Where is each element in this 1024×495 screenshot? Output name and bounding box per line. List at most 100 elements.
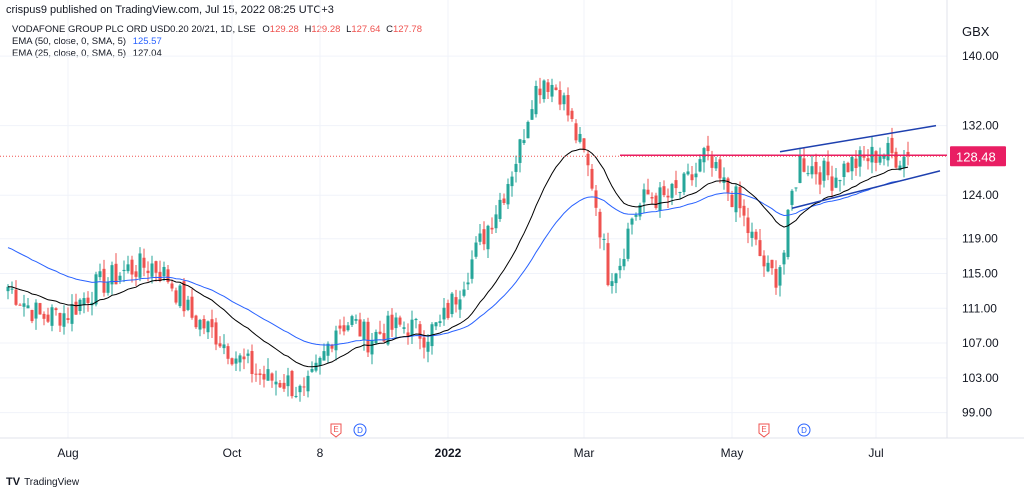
- candle-body: [882, 155, 886, 159]
- candle-body: [782, 252, 786, 265]
- candle-body: [62, 313, 66, 327]
- candle: [102, 259, 106, 297]
- candle-body: [146, 270, 150, 273]
- candle-body: [354, 319, 358, 321]
- candle: [166, 265, 170, 284]
- candle: [18, 303, 22, 306]
- candle-body: [718, 159, 722, 179]
- candle-body: [610, 281, 614, 286]
- candle: [650, 192, 654, 205]
- chart-legend: VODAFONE GROUP PLC ORD USD0.20 20/21, 1D…: [12, 24, 422, 60]
- candle: [62, 305, 66, 335]
- candle: [558, 81, 562, 111]
- candle-body: [686, 171, 690, 175]
- candle-body: [802, 158, 806, 172]
- candle-body: [66, 318, 70, 320]
- candle: [470, 250, 474, 284]
- candle: [474, 236, 478, 259]
- candle-body: [642, 189, 646, 203]
- candle-body: [574, 123, 578, 141]
- candle-body: [118, 275, 122, 281]
- candle: [586, 150, 590, 177]
- candle-body: [334, 330, 338, 351]
- candle-body: [134, 271, 138, 277]
- candle-body: [634, 214, 638, 217]
- candle: [698, 154, 702, 173]
- candle-body: [446, 302, 450, 318]
- candle-body: [126, 264, 130, 272]
- candle-body: [894, 151, 898, 168]
- candle: [838, 179, 842, 192]
- ema50-label: EMA (50, close, 0, SMA, 5): [12, 36, 127, 47]
- candle: [666, 188, 670, 209]
- candle: [614, 272, 618, 294]
- x-tick-label: Oct: [223, 446, 242, 460]
- candle: [270, 372, 274, 388]
- candle-body: [450, 293, 454, 315]
- candle: [258, 368, 262, 385]
- candle: [906, 141, 910, 166]
- candle: [762, 250, 766, 277]
- candle-body: [402, 327, 406, 329]
- candle: [810, 155, 814, 179]
- candle: [782, 250, 786, 275]
- candle: [542, 79, 546, 103]
- candle: [294, 386, 298, 399]
- candle-body: [570, 110, 574, 120]
- symbol-name[interactable]: VODAFONE GROUP PLC ORD USD0.20 20/21, 1D…: [12, 24, 256, 35]
- candle: [382, 323, 386, 343]
- candle-body: [130, 259, 134, 275]
- legend-ema25-row[interactable]: EMA (25, close, 0, SMA, 5) 127.04: [12, 48, 422, 60]
- candle: [846, 161, 850, 173]
- candle-body: [358, 319, 362, 337]
- candle: [770, 259, 774, 275]
- ema25-label: EMA (25, close, 0, SMA, 5): [12, 48, 127, 59]
- candle-body: [850, 157, 854, 172]
- candle-body: [638, 204, 642, 217]
- candle-body: [258, 373, 262, 376]
- candle: [34, 299, 38, 330]
- candle: [510, 171, 514, 197]
- high-label: H: [304, 24, 312, 35]
- candle: [754, 229, 758, 246]
- candle: [194, 314, 198, 330]
- candle-body: [154, 261, 158, 273]
- candle-body: [626, 228, 630, 259]
- candle: [54, 307, 58, 316]
- candle: [10, 281, 14, 294]
- candle: [594, 185, 598, 217]
- candle-body: [274, 381, 278, 385]
- candle: [350, 314, 354, 327]
- candle: [514, 155, 518, 183]
- candle-body: [602, 238, 606, 240]
- candle: [690, 165, 694, 186]
- candle: [110, 261, 114, 295]
- candle-body: [774, 268, 778, 288]
- legend-ema50-row[interactable]: EMA (50, close, 0, SMA, 5) 125.57: [12, 36, 422, 48]
- candle-body: [210, 319, 214, 328]
- candle: [726, 176, 730, 202]
- candle-body: [190, 296, 194, 318]
- candle-body: [374, 331, 378, 344]
- candle: [478, 224, 482, 246]
- candle: [338, 319, 342, 335]
- open-value: 129.28: [269, 24, 299, 35]
- candle: [518, 138, 522, 173]
- candle-body: [390, 314, 394, 330]
- candle-body: [18, 304, 22, 306]
- candle-body: [518, 139, 522, 163]
- candle-body: [98, 271, 102, 278]
- candle: [626, 222, 630, 262]
- candle: [278, 379, 282, 388]
- candle-body: [542, 80, 546, 100]
- candle: [606, 232, 610, 287]
- candle-body: [766, 262, 770, 272]
- candle-body: [298, 385, 302, 393]
- candle-body: [726, 178, 730, 193]
- candle-body: [622, 259, 626, 267]
- candle-body: [522, 140, 526, 144]
- candle-body: [658, 187, 662, 211]
- candle: [386, 310, 390, 346]
- candle: [42, 311, 46, 326]
